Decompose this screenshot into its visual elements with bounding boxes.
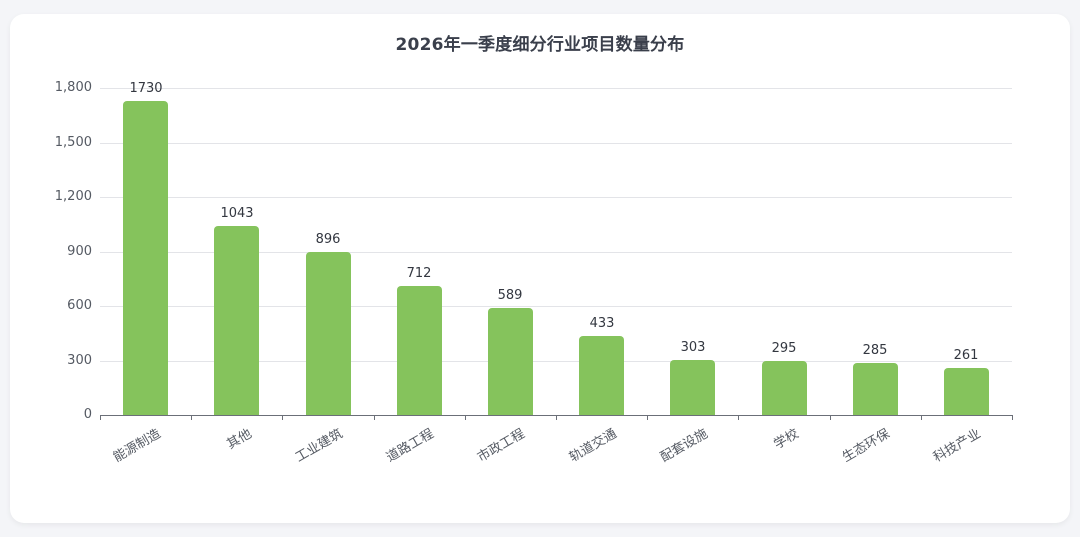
bar-value-label: 295	[771, 341, 797, 356]
y-tick-label: 300	[67, 353, 92, 368]
bar-5[interactable]	[488, 308, 533, 415]
bar-value-label: 896	[315, 232, 341, 247]
bar-value-label: 303	[680, 340, 706, 355]
gridline	[100, 143, 1012, 144]
x-category-label: 道路工程	[383, 426, 437, 466]
x-category-label: 科技产业	[930, 426, 984, 466]
bar-3[interactable]	[306, 252, 351, 415]
x-tick-mark	[1012, 415, 1013, 420]
x-category-label: 市政工程	[474, 426, 528, 466]
bar-4[interactable]	[397, 286, 442, 415]
y-tick-label: 600	[67, 298, 92, 313]
x-tick-mark	[100, 415, 101, 420]
x-tick-mark	[830, 415, 831, 420]
x-category-label: 能源制造	[110, 426, 164, 466]
gridline	[100, 197, 1012, 198]
x-category-label: 其他	[224, 426, 255, 453]
gridline	[100, 361, 1012, 362]
bar-value-label: 261	[953, 348, 979, 363]
x-tick-mark	[556, 415, 557, 420]
y-tick-label: 900	[67, 244, 92, 259]
bar-value-label: 1043	[220, 206, 254, 221]
bar-9[interactable]	[853, 363, 898, 415]
x-tick-mark	[921, 415, 922, 420]
x-category-label: 配套设施	[657, 426, 711, 466]
x-category-label: 工业建筑	[292, 426, 346, 466]
bar-value-label: 433	[589, 316, 615, 331]
x-tick-mark	[191, 415, 192, 420]
x-tick-mark	[738, 415, 739, 420]
x-category-label: 轨道交通	[566, 426, 620, 466]
x-category-label: 学校	[771, 426, 802, 453]
bar-1[interactable]	[123, 101, 168, 415]
bar-value-label: 285	[862, 343, 888, 358]
y-tick-label: 1,800	[54, 80, 92, 95]
gridline	[100, 252, 1012, 253]
y-tick-label: 0	[83, 407, 92, 422]
chart-card	[10, 14, 1070, 523]
bar-8[interactable]	[762, 361, 807, 415]
x-tick-mark	[374, 415, 375, 420]
x-tick-mark	[647, 415, 648, 420]
bar-value-label: 712	[406, 266, 432, 281]
x-tick-mark	[465, 415, 466, 420]
y-tick-label: 1,500	[54, 135, 92, 150]
bar-10[interactable]	[944, 368, 989, 415]
bar-2[interactable]	[214, 226, 259, 415]
bar-value-label: 1730	[129, 81, 163, 96]
gridline	[100, 306, 1012, 307]
chart-title: 2026年一季度细分行业项目数量分布	[395, 35, 685, 55]
bar-7[interactable]	[670, 360, 715, 415]
gridline	[100, 88, 1012, 89]
bar-6[interactable]	[579, 336, 624, 415]
x-tick-mark	[282, 415, 283, 420]
x-category-label: 生态环保	[839, 426, 893, 466]
y-tick-label: 1,200	[54, 189, 92, 204]
bar-value-label: 589	[497, 288, 523, 303]
